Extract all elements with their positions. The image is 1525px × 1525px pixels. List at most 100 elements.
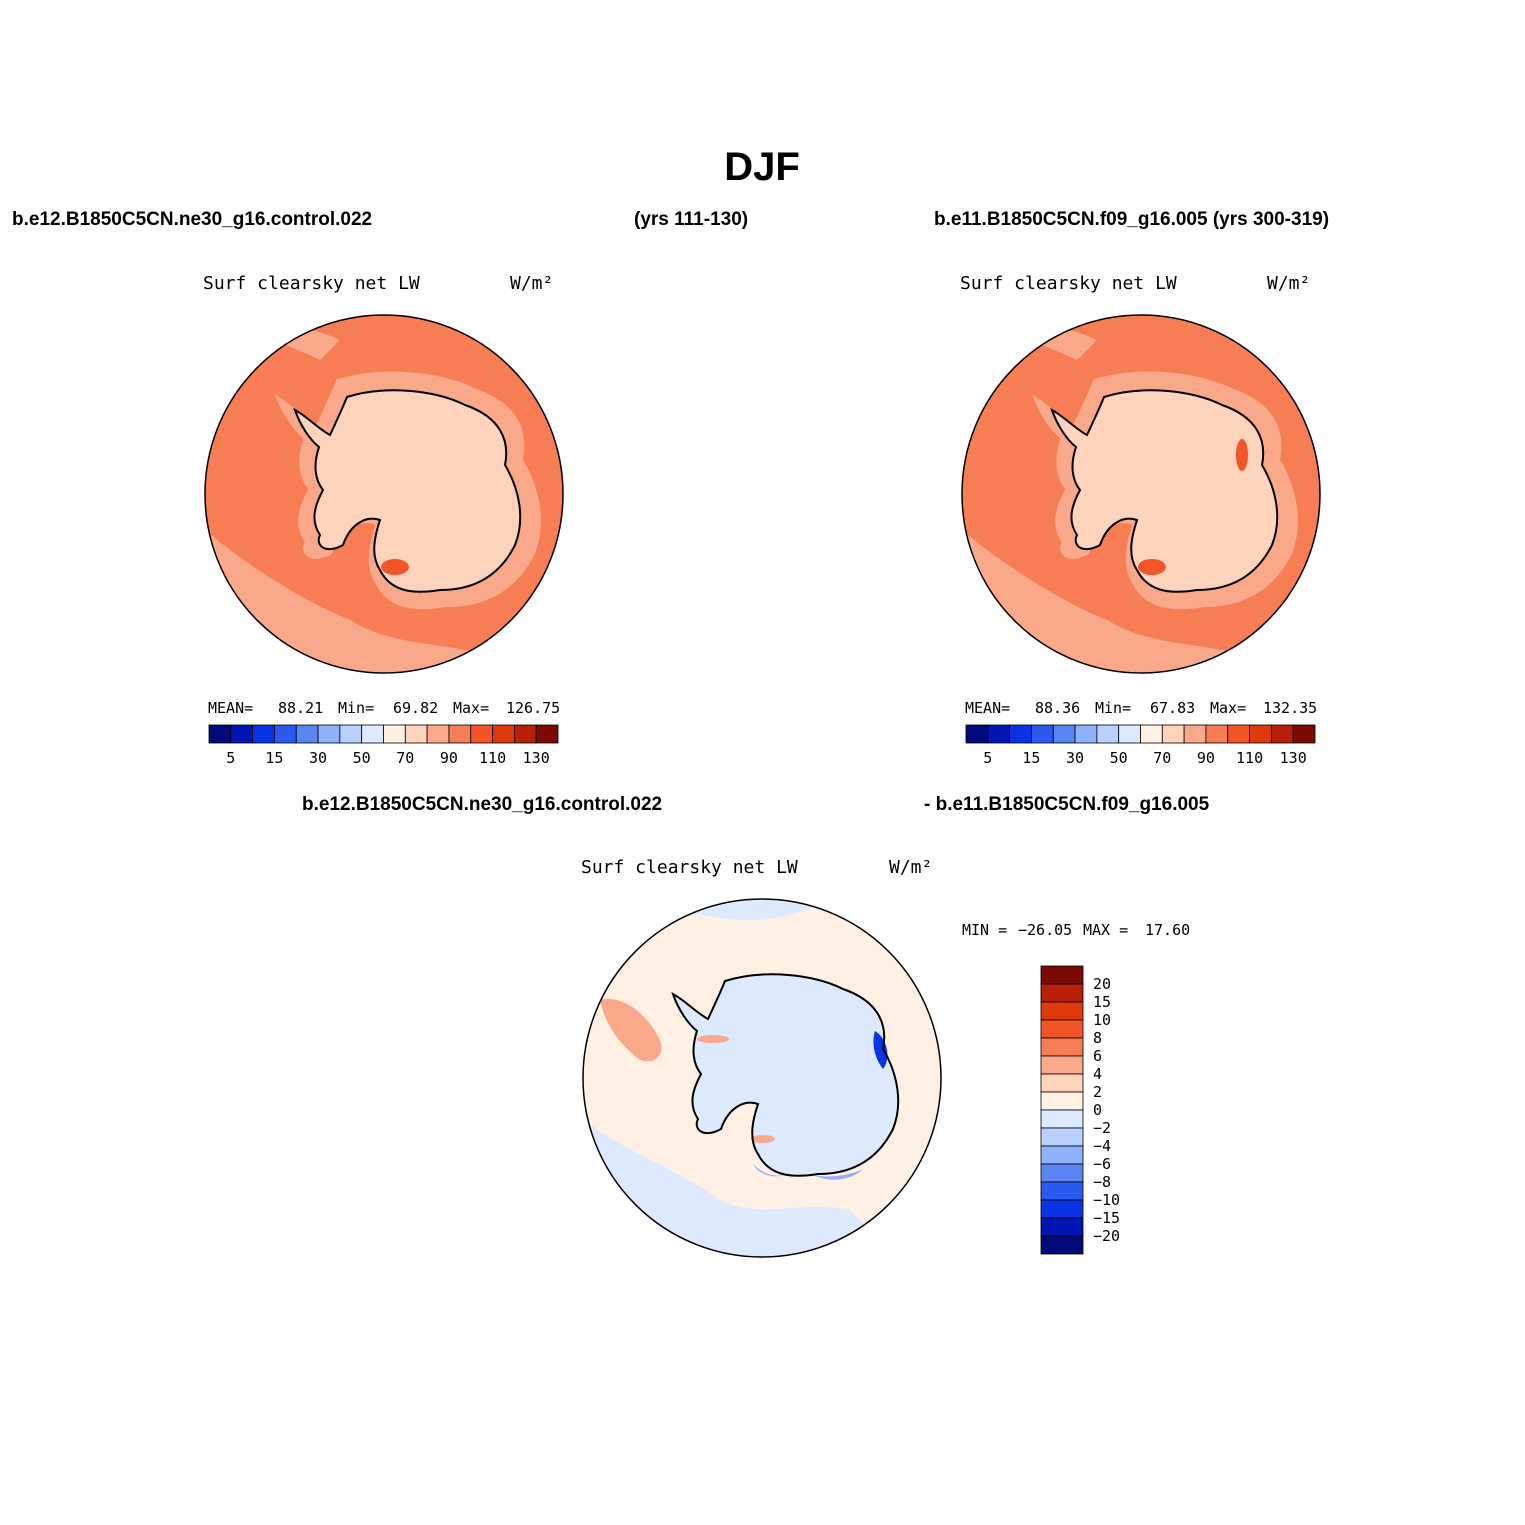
panel2-colorbar-swatch	[1270, 724, 1294, 744]
panel1-colorbar-swatch	[361, 724, 384, 744]
panel1-min-label: Min=	[338, 699, 374, 717]
panel3-map	[583, 899, 941, 1257]
panel1-colorbar-swatch	[426, 724, 450, 744]
panel1-colorbar-tick-label: 70	[396, 749, 414, 767]
panel3-colorbar-swatch	[1040, 1145, 1084, 1165]
panel2-colorbar-tick-label: 5	[983, 749, 992, 767]
panel-case1: Surf clearsky net LW W/m² MEAN= 88.21 Mi…	[203, 273, 564, 767]
panel3-colorbar-swatch	[1040, 1109, 1084, 1129]
panel1-colorbar-tick-label: 50	[353, 749, 371, 767]
figure-title: DJF	[724, 145, 800, 189]
panel3-colorbar-tick-label: 15	[1093, 993, 1111, 1011]
panel2-colorbar-swatch	[987, 724, 1011, 744]
panel1-colorbar-tick-label: 110	[479, 749, 506, 767]
panel3-colorbar-tick-label: 20	[1093, 975, 1111, 993]
panel3-colorbar-swatch	[1040, 1001, 1084, 1021]
panel1-colorbar-swatch	[295, 724, 319, 744]
panel2-colorbar-swatch	[1183, 724, 1207, 744]
panel2-colorbar-swatch	[1009, 724, 1032, 744]
panel2-colorbar-swatch	[1292, 724, 1316, 744]
diff-case2-label: - b.e11.B1850C5CN.f09_g16.005	[924, 794, 1210, 815]
panel3-colorbar-swatch	[1040, 1199, 1084, 1219]
panel2-colorbar-swatch	[1249, 724, 1272, 744]
panel3-map-border	[582, 898, 942, 1258]
panel1-max-label: Max=	[453, 699, 489, 717]
panel1-colorbar-swatch	[404, 724, 428, 744]
panel1-colorbar-swatch	[230, 724, 254, 744]
panel1-colorbar: 5 15 30 50 70 90 110 130	[208, 724, 559, 767]
panel2-colorbar: 5 15 30 50 70 90 110 130	[965, 724, 1316, 767]
panel3-colorbar-tick-label: −8	[1093, 1173, 1111, 1191]
panel1-map	[205, 315, 563, 673]
panel3-colorbar-swatch	[1040, 1163, 1084, 1183]
panel1-colorbar-swatch	[470, 724, 493, 744]
panel2-colorbar-tick-label: 70	[1153, 749, 1171, 767]
panel1-colorbar-tick-label: 15	[265, 749, 283, 767]
panel3-colorbar-swatch	[1040, 1055, 1084, 1075]
panel1-colorbar-swatch	[274, 724, 297, 744]
panel1-colorbar-swatch	[513, 724, 537, 744]
panel3-colorbar-tick-label: 6	[1093, 1047, 1102, 1065]
panel2-stats: MEAN= 88.36 Min= 67.83 Max= 132.35	[965, 699, 1317, 717]
case2-label: b.e11.B1850C5CN.f09_g16.005 (yrs 300-319…	[934, 209, 1329, 230]
panel3-stats: MIN = −26.05 MAX = 17.60	[962, 921, 1190, 939]
panel3-colorbar-tick-label: 10	[1093, 1011, 1111, 1029]
panel1-colorbar-tick-label: 130	[523, 749, 550, 767]
panel1-min-value: 69.82	[393, 699, 438, 717]
panel3-colorbar-swatch	[1040, 1091, 1084, 1111]
panel2-map-border	[961, 314, 1321, 674]
panel3-colorbar-swatch	[1040, 1217, 1084, 1237]
panel3-colorbar-tick-label: 4	[1093, 1065, 1102, 1083]
panel2-colorbar-swatch	[1161, 724, 1185, 744]
panel3-min-label: MIN =	[962, 921, 1007, 939]
panel3-variable: Surf clearsky net LW	[581, 857, 798, 878]
panel1-colorbar-swatch	[383, 724, 406, 744]
case1-label: b.e12.B1850C5CN.ne30_g16.control.022	[12, 209, 372, 230]
panel2-colorbar-swatch	[1031, 724, 1054, 744]
panel1-stats: MEAN= 88.21 Min= 69.82 Max= 126.75	[208, 699, 560, 717]
panel2-max-label: Max=	[1210, 699, 1246, 717]
panel2-colorbar-tick-label: 30	[1066, 749, 1084, 767]
panel2-colorbar-swatch	[1096, 724, 1120, 744]
panel3-colorbar-swatch	[1040, 983, 1084, 1003]
panel3-colorbar-tick-label: 0	[1093, 1101, 1102, 1119]
panel1-max-value: 126.75	[506, 699, 560, 717]
panel2-variable: Surf clearsky net LW	[960, 273, 1177, 294]
panel3-colorbar-tick-label: 2	[1093, 1083, 1102, 1101]
panel2-colorbar-tick-label: 90	[1197, 749, 1215, 767]
panel1-colorbar-swatch	[339, 724, 363, 744]
panel3-colorbar-tick-label: −20	[1093, 1227, 1120, 1245]
panel2-colorbar-tick-label: 50	[1110, 749, 1128, 767]
panel2-colorbar-swatch	[1074, 724, 1098, 744]
panel2-colorbar-swatch	[965, 724, 989, 744]
panel3-colorbar-swatch	[1040, 1235, 1084, 1255]
panel3-min-value: −26.05	[1018, 921, 1072, 939]
panel1-colorbar-tick-label: 90	[440, 749, 458, 767]
panel1-map-border	[204, 314, 564, 674]
panel3-colorbar-tick-label: −2	[1093, 1119, 1111, 1137]
panel-case2: Surf clearsky net LW W/m² MEAN= 88.36 Mi…	[960, 273, 1321, 767]
panel2-colorbar-swatch	[1118, 724, 1141, 744]
case1-years: (yrs 111-130)	[634, 209, 748, 230]
panel2-max-value: 132.35	[1263, 699, 1317, 717]
panel2-colorbar-swatch	[1140, 724, 1163, 744]
panel3-colorbar-tick-label: −15	[1093, 1209, 1120, 1227]
panel1-colorbar-tick-label: 30	[309, 749, 327, 767]
panel3-colorbar-tick-label: −10	[1093, 1191, 1120, 1209]
panel-difference: Surf clearsky net LW W/m² MIN = −26.05 M…	[581, 857, 1190, 1258]
panel2-mean-value: 88.36	[1035, 699, 1080, 717]
panel2-min-label: Min=	[1095, 699, 1131, 717]
panel3-colorbar-swatch	[1040, 1037, 1084, 1057]
panel3-colorbar-tick-label: −4	[1093, 1137, 1111, 1155]
panel3-colorbar-tick-label: 8	[1093, 1029, 1102, 1047]
diff-case1-label: b.e12.B1850C5CN.ne30_g16.control.022	[302, 794, 662, 815]
panel3-colorbar-swatch	[1040, 965, 1084, 985]
panel1-units: W/m²	[510, 273, 553, 294]
panel1-colorbar-swatch	[317, 724, 341, 744]
panel1-colorbar-swatch	[252, 724, 275, 744]
panel3-colorbar-swatch	[1040, 1181, 1084, 1201]
panel2-colorbar-swatch	[1227, 724, 1250, 744]
panel3-colorbar-swatch	[1040, 1127, 1084, 1147]
